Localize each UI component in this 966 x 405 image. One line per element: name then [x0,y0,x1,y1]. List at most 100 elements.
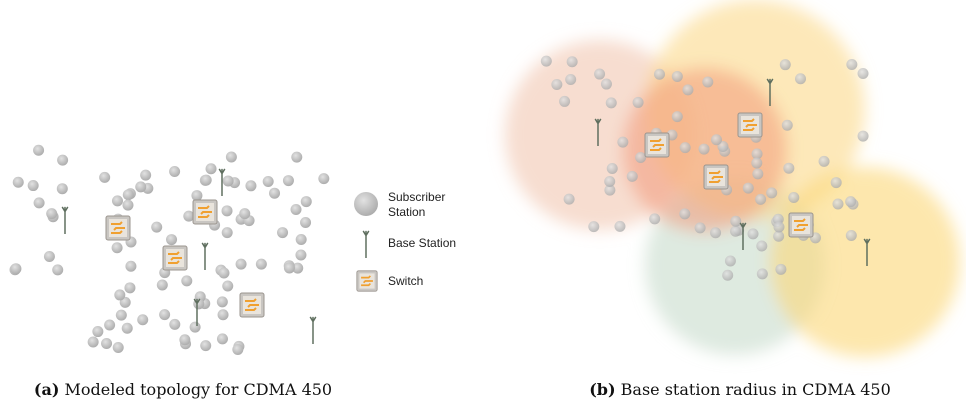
subscriber-dot [756,240,768,252]
subscriber-dot [292,262,304,274]
subscriber-dot [27,180,39,192]
subscriber-dot [122,189,134,201]
subscriber-dot [857,130,869,142]
subscriber-dot [756,268,768,280]
subscriber-dot [115,309,127,321]
subscriber-dot [124,282,136,294]
subscriber-dot [283,262,295,274]
subscriber-dot [216,333,228,345]
subscriber-dot [742,182,754,194]
subscriber-dot [232,344,244,356]
subscriber-dot [632,96,644,108]
subscriber-dot [730,225,742,237]
subscriber-dot [566,56,578,68]
subscriber-dot [563,193,575,205]
subscriber-dot [57,154,69,166]
subscriber-dot [752,168,764,180]
subscriber-dot [216,296,228,308]
subscriber-dot [857,68,869,80]
subscriber-dot [166,234,178,246]
subscriber-dot [594,68,606,80]
subscriber-dot [818,155,830,167]
caption-text: Base station radius in CDMA 450 [620,380,891,399]
subscriber-dot [722,269,734,281]
subscriber-dot [747,228,759,240]
subscriber-dot [755,193,767,205]
subscriber-dot [12,176,24,188]
subscriber-dot [255,258,267,270]
subscriber-dot [111,195,123,207]
subscriber-dot [140,169,152,181]
subscriber-dot [318,173,330,185]
subscriber-dot [218,267,230,279]
subscriber-dot [679,142,691,154]
subscriber-dot [540,55,552,67]
subscriber-dot [600,78,612,90]
subscriber-dot [269,187,281,199]
subscriber-dot [832,198,844,210]
legend-switch-icon [356,270,378,292]
subscriber-dot [277,227,289,239]
subscriber-dot [221,205,233,217]
switch [644,132,670,158]
subscriber-dot [46,208,58,220]
caption-tag: (b) [589,380,616,399]
subscriber-dot [169,318,181,330]
subscriber-dot [10,263,22,275]
subscriber-dot [795,73,807,85]
subscriber-dot [295,249,307,261]
subscriber-stations [9,55,869,356]
subscriber-dot [565,73,577,85]
subscriber-dot [222,175,234,187]
subscriber-dot [783,162,795,174]
subscriber-dot [773,221,785,233]
subscriber-dot [225,151,237,163]
subscriber-dot [33,197,45,209]
subscriber-dot [559,95,571,107]
subscriber-dot [751,157,763,169]
subscriber-dot [730,215,742,227]
subscriber-dot [766,187,778,199]
subscriber-dot [614,220,626,232]
subscriber-dot [291,151,303,163]
subscriber-dot [189,321,201,333]
subscriber-dot [781,119,793,131]
subscriber-dot [169,166,181,178]
subscriber-dot [245,180,257,192]
subscriber-dot [200,174,212,186]
subscriber-dot [151,221,163,233]
subscriber-dot [101,338,113,350]
switch [105,215,131,241]
subscriber-dot [724,255,736,267]
subscriber-dot [295,234,307,246]
base-station [61,206,69,234]
subscriber-dot [205,163,217,175]
subscriber-dot [694,222,706,234]
subscriber-dot [137,314,149,326]
subscriber-dot [200,340,212,352]
subscriber-dot [702,76,714,88]
base-station [309,316,317,344]
subscriber-dot [551,78,563,90]
subscriber-dot [845,196,857,208]
subscriber-dot [179,334,191,346]
subscriber-dot [682,84,694,96]
legend-label: Subscriber Station [388,190,446,219]
subscriber-dot [617,136,629,148]
subscriber-dot [671,111,683,123]
subscriber-dot [300,196,312,208]
subscriber-dot [290,204,302,216]
legend-subscriber-icon [354,192,378,216]
switch [703,164,729,190]
switch [788,212,814,238]
subscriber-dot [710,227,722,239]
subscriber-dot [33,144,45,156]
subscriber-dot [181,275,193,287]
subscriber-dot [788,192,800,204]
subscriber-dot [121,322,133,334]
subscriber-dot [679,208,691,220]
legend-label: Switch [388,274,424,288]
subscriber-dot [635,152,647,164]
subscriber-dot [773,230,785,242]
